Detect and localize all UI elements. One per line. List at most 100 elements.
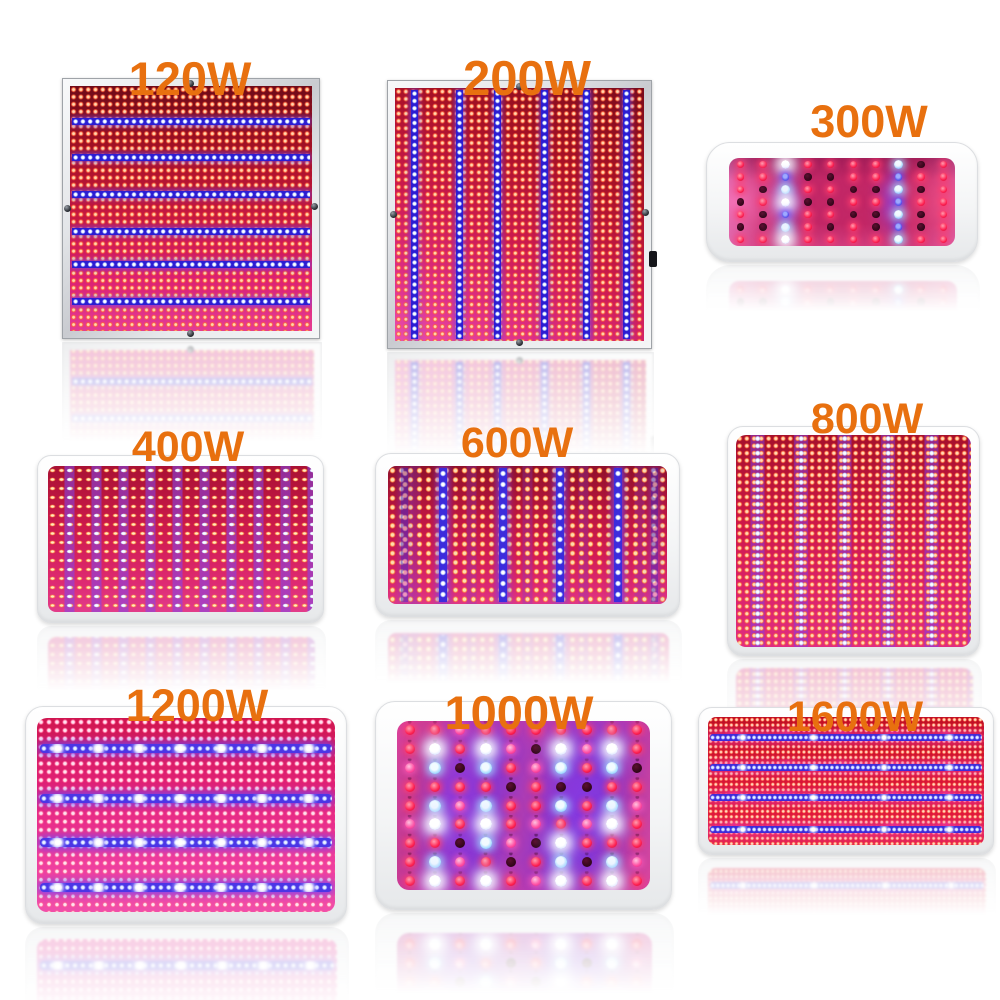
led [479, 818, 492, 831]
led [455, 781, 466, 792]
blue-led-stripe [72, 298, 310, 305]
led [404, 725, 415, 736]
led [531, 744, 542, 755]
led [804, 198, 812, 206]
led [826, 198, 835, 206]
led [428, 818, 441, 831]
led [826, 223, 835, 231]
blue-led-stripe [40, 744, 332, 753]
wattage-label-200w: 200W [462, 51, 591, 106]
led-array [70, 86, 312, 331]
led [505, 800, 516, 811]
led [555, 837, 568, 850]
led [736, 210, 745, 219]
blue-led-stripe [541, 90, 548, 339]
led [581, 819, 592, 830]
led-array [388, 466, 667, 604]
led [917, 235, 925, 244]
led [759, 160, 767, 169]
led [607, 725, 618, 736]
wattage-label-600w: 600W [460, 418, 574, 467]
led [479, 874, 492, 887]
led-array [736, 435, 971, 647]
blue-led-stripe [556, 468, 564, 602]
panel-reflection [375, 913, 674, 1000]
wattage-label-300w: 300W [810, 96, 928, 148]
led [556, 781, 567, 792]
grow-light-panel-1600w [698, 707, 994, 855]
blue-led-stripe [456, 90, 463, 339]
led [759, 210, 767, 219]
grow-light-panel-300w [706, 142, 978, 262]
led [872, 223, 880, 231]
panel-reflection [25, 927, 349, 1000]
led [939, 223, 948, 231]
led [736, 223, 745, 231]
led [404, 875, 415, 886]
led [429, 725, 440, 736]
led [781, 184, 790, 194]
led [606, 874, 619, 887]
wattage-label-800w: 800W [810, 394, 924, 443]
led [872, 185, 880, 194]
led [505, 838, 516, 849]
led [939, 235, 948, 244]
led [781, 222, 790, 232]
led [429, 838, 440, 849]
led [939, 185, 948, 194]
blue-led-stripe [710, 794, 982, 801]
led [531, 819, 542, 830]
panel-reflection [698, 858, 996, 1000]
led-array [395, 88, 644, 341]
led [632, 781, 643, 792]
led [917, 210, 925, 219]
led [606, 818, 619, 831]
blue-led-stripe [40, 883, 332, 892]
led [781, 159, 790, 169]
blue-led-stripe [651, 468, 658, 602]
led [894, 184, 903, 194]
screw [390, 211, 397, 218]
blue-led-stripe [72, 154, 310, 161]
wattage-label-1000w: 1000W [444, 686, 594, 739]
led [531, 781, 542, 792]
led [939, 173, 948, 181]
grow-light-panel-800w [727, 426, 980, 656]
led [505, 744, 516, 755]
led [781, 173, 790, 181]
mount-tab [649, 251, 657, 267]
led [505, 725, 516, 736]
screw [64, 205, 71, 212]
led [804, 173, 812, 181]
led [581, 762, 592, 773]
led [849, 198, 858, 206]
led [632, 819, 643, 830]
grow-light-panel-600w [375, 453, 680, 617]
led [404, 762, 415, 773]
led [826, 210, 835, 219]
led [781, 197, 790, 207]
led [581, 744, 592, 755]
led [505, 781, 516, 792]
led [872, 198, 880, 206]
led [826, 235, 835, 244]
screw [642, 209, 649, 216]
led [505, 856, 516, 867]
led [455, 762, 466, 773]
led [759, 198, 767, 206]
led [872, 210, 880, 219]
blue-led-stripe [40, 838, 332, 847]
led [759, 235, 767, 244]
blue-led-stripe [439, 468, 447, 602]
grow-light-panel-1000w [375, 701, 672, 910]
led [894, 198, 903, 206]
grow-light-panel-200w [387, 80, 657, 349]
screw [187, 80, 194, 87]
led [455, 819, 466, 830]
led-array [37, 718, 335, 912]
led [428, 799, 441, 812]
blue-led-stripe [72, 228, 310, 235]
led [917, 160, 925, 169]
led [404, 781, 415, 792]
grow-light-panel-400w [37, 455, 324, 623]
